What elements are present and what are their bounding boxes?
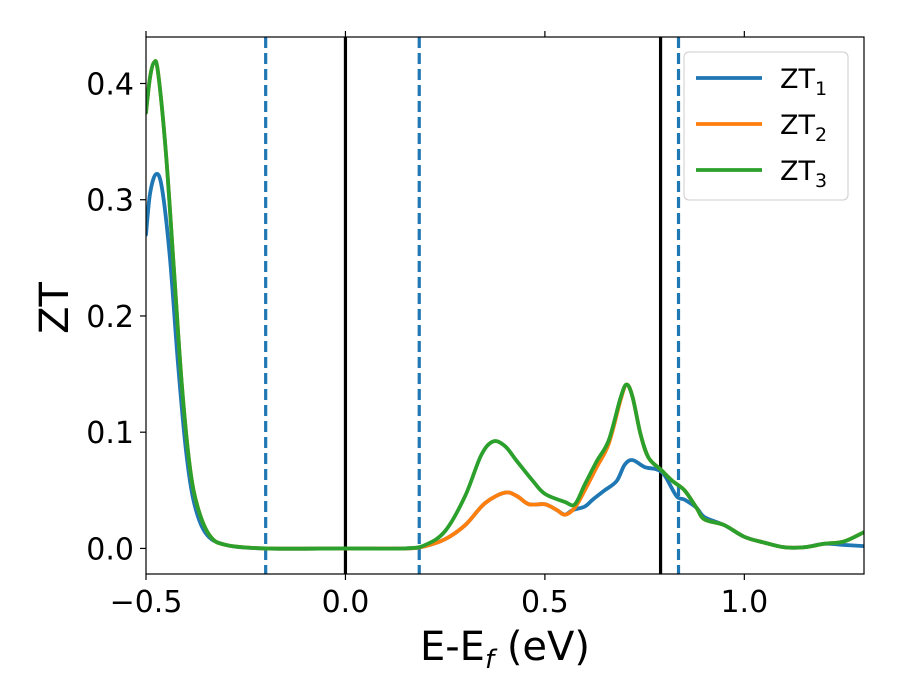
series-line-zt-3 — [146, 59, 864, 551]
legend-label-zt-2: ZT2 — [780, 110, 827, 146]
y-tick-label: 0.2 — [86, 300, 134, 335]
series-lines — [146, 59, 864, 551]
legend-box — [683, 51, 849, 201]
x-tick-label: 0.0 — [322, 585, 370, 620]
x-axis-title: E-Ef (eV) — [420, 624, 590, 675]
legend: ZT1 ZT2 ZT3 — [683, 51, 849, 201]
x-tick-label: 1.0 — [720, 585, 768, 620]
y-tick-label: 0.0 — [86, 532, 134, 567]
legend-label-zt-1: ZT1 — [780, 64, 827, 100]
axis-ticks: −0.5 0.0 0.5 1.0 0.0 0.1 0.2 0.3 0.4 — [86, 31, 768, 620]
y-axis-title: ZT — [32, 282, 78, 334]
y-tick-label: 0.1 — [86, 416, 134, 451]
reference-lines — [264, 37, 681, 574]
x-tick-label: −0.5 — [110, 585, 183, 620]
y-tick-label: 0.4 — [86, 67, 134, 102]
x-tick-label: 0.5 — [521, 585, 569, 620]
plot-frame — [145, 36, 865, 575]
legend-label-zt-3: ZT3 — [780, 156, 827, 192]
y-tick-label: 0.3 — [86, 184, 134, 219]
